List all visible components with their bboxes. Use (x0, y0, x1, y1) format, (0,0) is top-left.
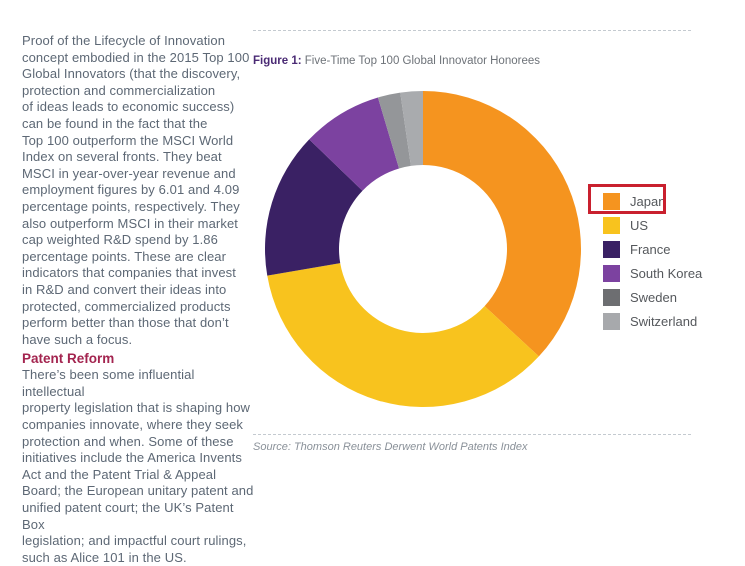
legend-swatch-us (603, 217, 620, 234)
japan-highlight-box (588, 184, 666, 214)
intro-paragraph: Proof of the Lifecycle of Innovation con… (22, 33, 250, 347)
legend-item-sweden: Sweden (603, 289, 702, 306)
chart-source: Source: Thomson Reuters Derwent World Pa… (253, 441, 528, 453)
patent-reform-heading: Patent Reform (22, 351, 115, 367)
legend-item-switzerland: Switzerland (603, 313, 702, 330)
legend-swatch-sweden (603, 289, 620, 306)
slice-us (267, 263, 539, 407)
legend-swatch-japan (603, 193, 620, 210)
legend-swatch-switzerland (603, 313, 620, 330)
top-dashed-divider (253, 30, 693, 31)
legend-swatch-south-korea (603, 265, 620, 282)
slice-sweden (377, 92, 411, 169)
patent-reform-paragraph: There’s been some influential intellectu… (22, 367, 254, 565)
legend-item-us: US (603, 217, 702, 234)
legend-label-switzerland: Switzerland (630, 314, 698, 329)
legend-label-south-korea: South Korea (630, 266, 703, 281)
legend-swatch-france (603, 241, 620, 258)
legend-label-us: US (630, 218, 649, 233)
chart-legend: Japan US France South Korea Sweden Switz… (603, 193, 702, 337)
legend-item-south-korea: South Korea (603, 265, 702, 282)
legend-label-sweden: Sweden (630, 290, 677, 305)
slice-france (265, 139, 363, 276)
legend-label-japan: Japan (630, 194, 666, 209)
figure-title: Five-Time Top 100 Global Innovator Honor… (301, 55, 540, 67)
left-text-column: Proof of the Lifecycle of Innovation con… (22, 33, 254, 566)
legend-item-france: France (603, 241, 702, 258)
donut-chart (265, 91, 581, 407)
legend-item-japan: Japan (603, 193, 702, 210)
figure-number-label: Figure 1: (253, 55, 302, 67)
donut-slices (265, 91, 581, 407)
figure-caption: Figure 1: Five-Time Top 100 Global Innov… (253, 54, 540, 68)
legend-label-france: France (630, 242, 671, 257)
slice-japan (423, 91, 581, 357)
slice-south-korea (309, 97, 400, 191)
bottom-dashed-divider (253, 434, 693, 435)
slice-switzerland (400, 91, 423, 166)
